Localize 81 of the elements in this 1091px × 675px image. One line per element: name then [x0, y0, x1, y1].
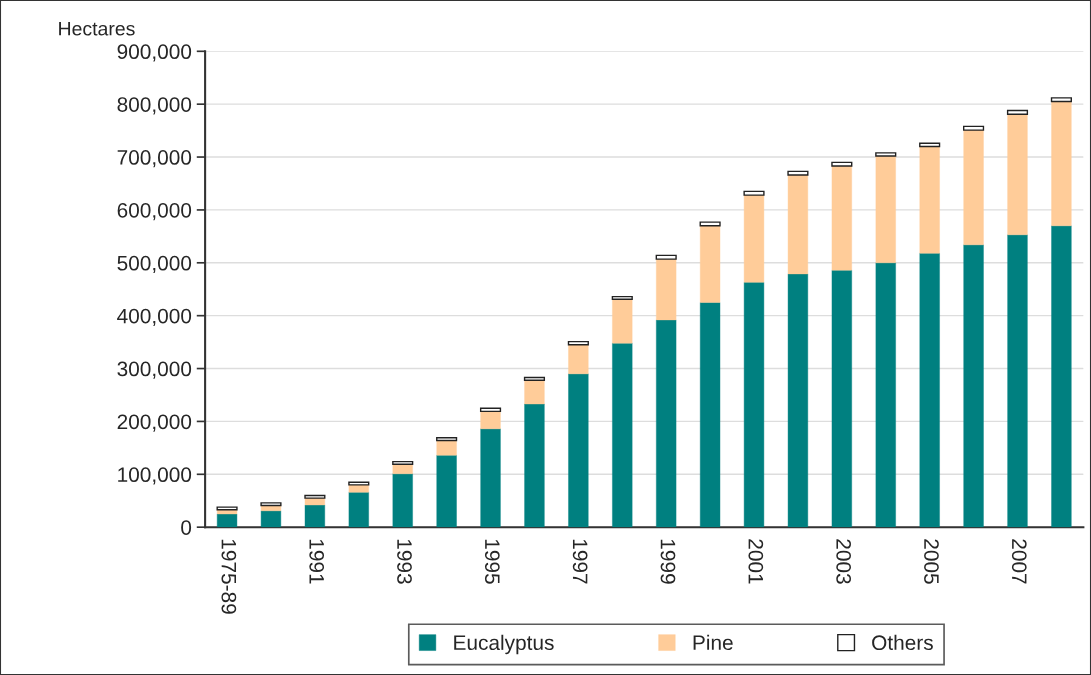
y-tick-label: 800,000: [117, 97, 192, 115]
bar: [216, 506, 238, 511]
x-tick-label: 1999: [660, 539, 676, 584]
bar: [1050, 97, 1072, 103]
bar: [392, 473, 413, 528]
bar: [1006, 109, 1029, 115]
x-tick-label: 1975-89: [221, 539, 237, 614]
bar: [304, 504, 325, 528]
bar: [656, 319, 677, 528]
legend-label: Eucalyptus: [454, 634, 554, 655]
bar: [1007, 234, 1028, 528]
legend-label: Others: [872, 634, 933, 651]
bar: [612, 299, 633, 344]
x-tick-label: 1991: [309, 539, 325, 584]
bar: [656, 258, 677, 321]
x-tick-label: 2001: [748, 539, 764, 584]
y-tick-label: 100,000: [118, 467, 192, 485]
y-axis-title: Hectares: [59, 21, 135, 36]
bar: [392, 460, 414, 465]
bar: [919, 253, 940, 528]
bar: [216, 509, 238, 515]
bar: [436, 455, 457, 528]
x-tick-label: 1997: [572, 539, 588, 584]
bar: [787, 170, 809, 176]
bar: [1007, 114, 1028, 235]
bar: [743, 194, 765, 283]
bar: [524, 379, 545, 405]
bar: [392, 464, 413, 474]
bar: [523, 376, 546, 381]
bar: [260, 502, 282, 507]
y-tick-label: 700,000: [117, 150, 192, 168]
bar: [831, 161, 853, 167]
bar: [743, 282, 765, 528]
bar: [480, 411, 501, 430]
bar: [348, 492, 369, 528]
bar: [655, 254, 677, 260]
x-tick-label: 2007: [1011, 539, 1027, 584]
bar: [875, 155, 896, 264]
bar: [963, 244, 984, 528]
bar: [831, 269, 852, 528]
bar: [436, 440, 457, 456]
bar: [568, 373, 589, 528]
bar: [348, 481, 370, 486]
bar: [875, 262, 896, 528]
y-tick-label: 600,000: [117, 202, 192, 221]
y-tick-label: 0: [181, 520, 192, 535]
bar: [699, 221, 721, 227]
bar: [700, 302, 721, 528]
bar: [831, 165, 852, 271]
bar: [743, 190, 765, 196]
y-tick-label: 900,000: [117, 44, 192, 62]
bar: [260, 510, 282, 528]
bar: [436, 437, 458, 442]
x-tick-label: 1995: [484, 539, 500, 584]
bar: [1051, 225, 1072, 528]
x-tick-label: 2005: [924, 539, 939, 584]
x-tick-label: 2003: [836, 539, 851, 584]
y-tick-label: 400,000: [117, 308, 192, 326]
bar: [700, 225, 721, 303]
bar: [787, 273, 809, 528]
x-tick-label: 1993: [397, 539, 412, 584]
bar: [787, 174, 809, 275]
bar: [612, 342, 633, 528]
bar: [963, 129, 984, 246]
y-tick-label: 500,000: [117, 255, 192, 274]
bar: [348, 484, 369, 493]
legend-label: Pine: [693, 634, 733, 651]
y-tick-label: 200,000: [117, 414, 192, 432]
bar: [568, 344, 589, 375]
bar: [304, 497, 325, 506]
bar: [1051, 101, 1072, 226]
bar: [480, 428, 501, 528]
bar: [875, 152, 897, 157]
bar: [260, 505, 282, 511]
bar: [919, 146, 940, 254]
y-tick-label: 300,000: [117, 361, 192, 379]
bar: [611, 295, 633, 300]
bar: [216, 513, 238, 528]
bar: [963, 125, 985, 131]
bar: [304, 494, 326, 499]
bar: [524, 403, 545, 528]
